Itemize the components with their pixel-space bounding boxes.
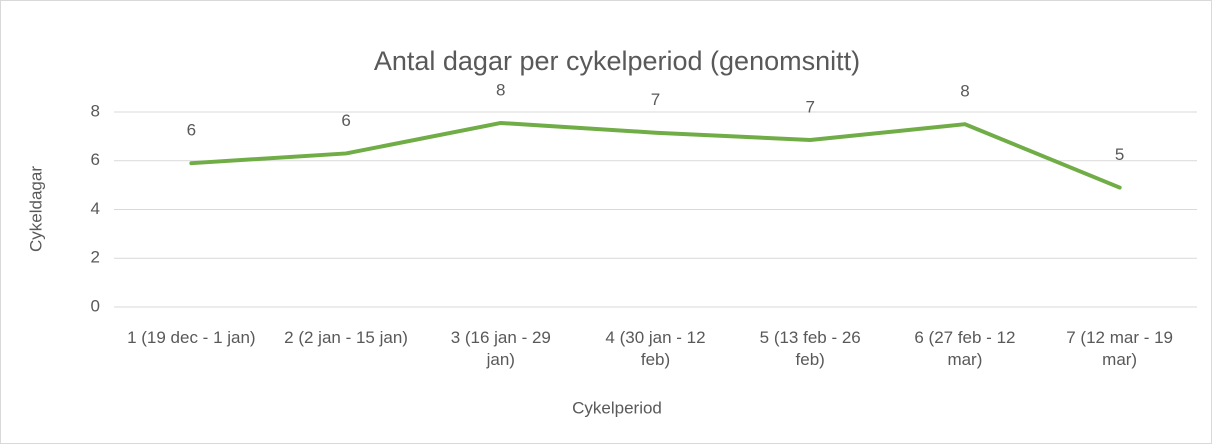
x-axis-title: Cykelperiod: [572, 398, 662, 417]
y-tick-label: 8: [91, 101, 100, 120]
data-label: 7: [805, 98, 814, 117]
y-axis-title: Cykeldagar: [26, 166, 45, 252]
x-tick-label: 4 (30 jan - 12 feb): [605, 328, 706, 369]
x-tick-label: 7 (12 mar - 19 mar): [1066, 328, 1174, 369]
data-label: 8: [496, 80, 505, 99]
data-label: 8: [960, 82, 969, 101]
data-label: 6: [341, 111, 350, 130]
chart-title: Antal dagar per cykelperiod (genomsnitt): [374, 46, 860, 76]
x-tick-label: 3 (16 jan - 29 jan): [450, 328, 551, 369]
y-tick-label: 4: [91, 199, 100, 218]
data-label: 6: [187, 121, 196, 140]
data-label: 7: [651, 90, 660, 109]
line: [189, 120, 1122, 190]
x-tick-label: 6 (27 feb - 12 mar): [914, 328, 1016, 369]
x-tick-label: 1 (19 dec - 1 jan): [127, 328, 256, 347]
x-tick-label: 5 (13 feb - 26 feb): [759, 328, 861, 369]
data-label: 5: [1115, 145, 1124, 164]
x-tick-label: 2 (2 jan - 15 jan): [284, 328, 408, 347]
y-tick-label: 2: [91, 248, 100, 267]
y-tick-label: 6: [91, 150, 100, 169]
y-tick-label: 0: [91, 296, 100, 315]
